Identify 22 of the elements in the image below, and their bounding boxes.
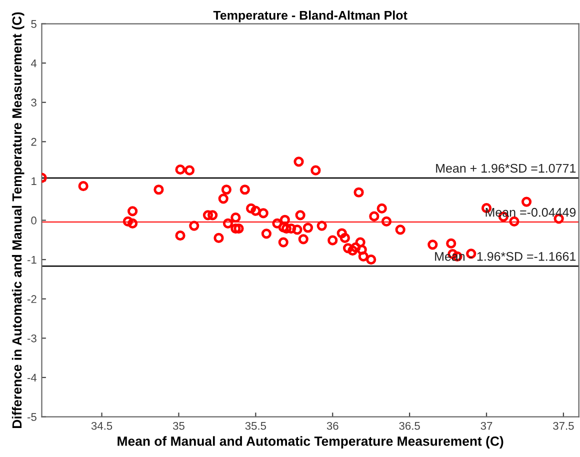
y-tick-label: 2 bbox=[31, 138, 36, 146]
x-axis-title: Mean of Manual and Automatic Temperature Measurement (C) bbox=[118, 436, 504, 448]
x-tick-label: 34.5 bbox=[91, 422, 112, 430]
y-tick-label: -3 bbox=[28, 334, 36, 342]
y-tick-label: 1 bbox=[32, 177, 36, 185]
y-tick-label: 4 bbox=[30, 59, 37, 68]
x-tick-label: 37 bbox=[480, 422, 492, 430]
y-axis-title: Difference in Automatic and Manual Temperature Measurement (C) bbox=[12, 12, 24, 428]
y-tick-label: 5 bbox=[31, 20, 36, 28]
x-tick-label: 36 bbox=[326, 422, 338, 430]
y-tick-label: -4 bbox=[28, 374, 37, 382]
x-tick-label: 35.5 bbox=[245, 422, 266, 430]
ref-line-label: Mean + 1.96*SD =1.0771 bbox=[436, 164, 576, 173]
y-tick-label: -1 bbox=[28, 256, 36, 264]
x-tick-label: 37.5 bbox=[553, 422, 574, 430]
x-tick-label: 35 bbox=[172, 422, 184, 430]
y-tick-label: 3 bbox=[31, 98, 36, 107]
y-tick-label: -2 bbox=[28, 295, 36, 303]
y-tick-label: -5 bbox=[28, 413, 36, 421]
y-tick-label: 0 bbox=[31, 216, 36, 224]
chart-title: Temperature - Bland-Altman Plot bbox=[213, 10, 408, 22]
x-tick-label: 36.5 bbox=[399, 422, 420, 430]
